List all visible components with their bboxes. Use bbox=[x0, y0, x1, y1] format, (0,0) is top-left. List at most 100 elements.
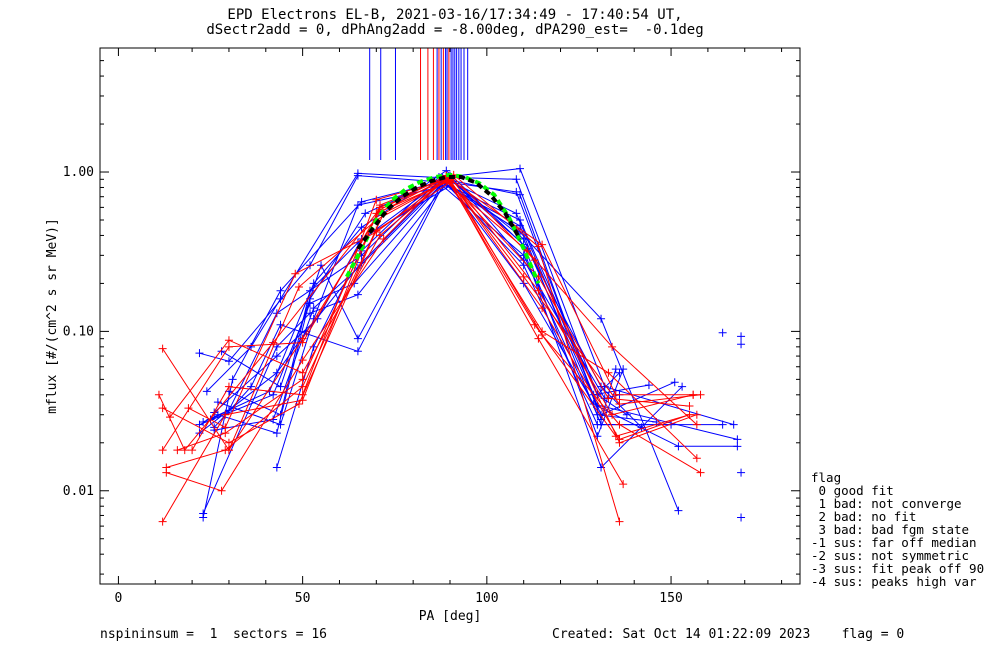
series-line bbox=[158, 180, 701, 452]
data-point bbox=[228, 375, 237, 384]
data-point bbox=[372, 228, 381, 237]
data-point bbox=[516, 164, 524, 173]
data-point bbox=[166, 413, 174, 422]
data-point bbox=[276, 420, 285, 429]
series-line bbox=[199, 168, 734, 434]
data-point bbox=[276, 382, 285, 391]
series-line bbox=[162, 181, 698, 459]
data-point bbox=[272, 429, 281, 438]
data-point bbox=[294, 400, 303, 409]
data-point bbox=[678, 382, 687, 391]
data-point bbox=[593, 420, 602, 429]
data-point bbox=[224, 342, 233, 351]
x-tick-label: 0 bbox=[115, 591, 123, 606]
chart-title-line2: dSectr2add = 0, dPhAng2add = -8.00deg, d… bbox=[206, 22, 704, 38]
data-point bbox=[530, 256, 539, 265]
data-point bbox=[269, 390, 278, 399]
data-point bbox=[272, 352, 281, 361]
data-point bbox=[670, 378, 679, 387]
x-tick-label: 100 bbox=[475, 591, 498, 606]
data-point bbox=[619, 365, 628, 374]
data-point bbox=[224, 438, 233, 447]
series-line bbox=[199, 178, 617, 426]
data-point bbox=[306, 286, 314, 295]
legend-item: -3 sus: fit peak off 90 bbox=[811, 561, 985, 576]
legend-title: flag bbox=[811, 470, 842, 485]
data-point bbox=[615, 435, 624, 444]
fit-curve bbox=[356, 175, 522, 250]
data-point bbox=[372, 195, 381, 204]
x-tick-label: 150 bbox=[659, 591, 682, 606]
data-point bbox=[276, 294, 285, 303]
data-point bbox=[353, 201, 362, 210]
data-point bbox=[217, 347, 226, 356]
data-point bbox=[221, 410, 230, 419]
plot-frame bbox=[99, 47, 801, 585]
data-point bbox=[298, 356, 307, 365]
series-line bbox=[169, 178, 690, 418]
footer-created-info: Created: Sat Oct 14 01:22:09 2023 flag =… bbox=[552, 627, 905, 642]
data-point bbox=[361, 209, 370, 218]
legend-item: -2 sus: not symmetric bbox=[811, 548, 970, 563]
data-point bbox=[692, 410, 701, 419]
data-point bbox=[737, 340, 746, 349]
data-point bbox=[519, 272, 528, 281]
legend-item: 1 bad: not converge bbox=[811, 496, 962, 511]
data-point bbox=[611, 390, 620, 399]
data-point bbox=[674, 442, 683, 451]
data-point bbox=[224, 382, 233, 391]
x-axis-label: PA [deg] bbox=[419, 609, 482, 624]
data-point bbox=[158, 446, 167, 455]
series-line bbox=[213, 185, 657, 428]
legend-item: 3 bad: bad fgm state bbox=[811, 522, 970, 537]
data-point bbox=[353, 290, 362, 299]
y-tick-label: 1.00 bbox=[63, 165, 94, 180]
data-point bbox=[733, 435, 742, 444]
data-point bbox=[376, 231, 384, 240]
data-point bbox=[604, 394, 613, 403]
data-point bbox=[718, 420, 727, 429]
x-tick-label: 50 bbox=[295, 591, 311, 606]
data-point bbox=[644, 381, 653, 390]
data-point bbox=[516, 190, 524, 199]
data-point bbox=[608, 410, 617, 419]
data-point bbox=[729, 420, 738, 429]
data-point bbox=[272, 463, 281, 472]
series-line bbox=[177, 178, 694, 451]
data-point bbox=[298, 390, 307, 399]
legend-item: -4 sus: peaks high var bbox=[811, 574, 977, 589]
series-line bbox=[228, 177, 690, 451]
data-point bbox=[534, 286, 543, 295]
data-point bbox=[538, 304, 547, 313]
data-point bbox=[195, 349, 204, 358]
data-point bbox=[589, 400, 598, 409]
data-point bbox=[353, 347, 362, 356]
series-line bbox=[188, 176, 694, 428]
series-line bbox=[199, 175, 679, 511]
data-point bbox=[158, 404, 167, 413]
y-axis-label: mflux [#/(cm^2 s sr MeV)] bbox=[45, 218, 60, 414]
data-point bbox=[221, 423, 230, 432]
data-point bbox=[224, 446, 233, 455]
data-point bbox=[291, 269, 300, 278]
data-point bbox=[353, 169, 362, 178]
data-point bbox=[199, 509, 208, 518]
data-point bbox=[692, 420, 701, 429]
y-tick-label: 0.10 bbox=[63, 324, 94, 339]
series-line bbox=[202, 178, 675, 518]
chart-title-line1: EPD Electrons EL-B, 2021-03-16/17:34:49 … bbox=[227, 7, 683, 23]
footer-spin-info: nspininsum = 1 sectors = 16 bbox=[100, 627, 327, 642]
data-point bbox=[737, 468, 746, 477]
data-point bbox=[615, 517, 624, 526]
data-point bbox=[685, 402, 694, 411]
data-point bbox=[530, 320, 539, 329]
series-line bbox=[166, 178, 701, 474]
data-point bbox=[298, 375, 307, 384]
data-point bbox=[733, 442, 742, 451]
data-point bbox=[158, 517, 167, 526]
data-point bbox=[379, 234, 388, 243]
data-point bbox=[696, 468, 705, 477]
data-point bbox=[158, 344, 167, 353]
data-point bbox=[294, 282, 303, 291]
